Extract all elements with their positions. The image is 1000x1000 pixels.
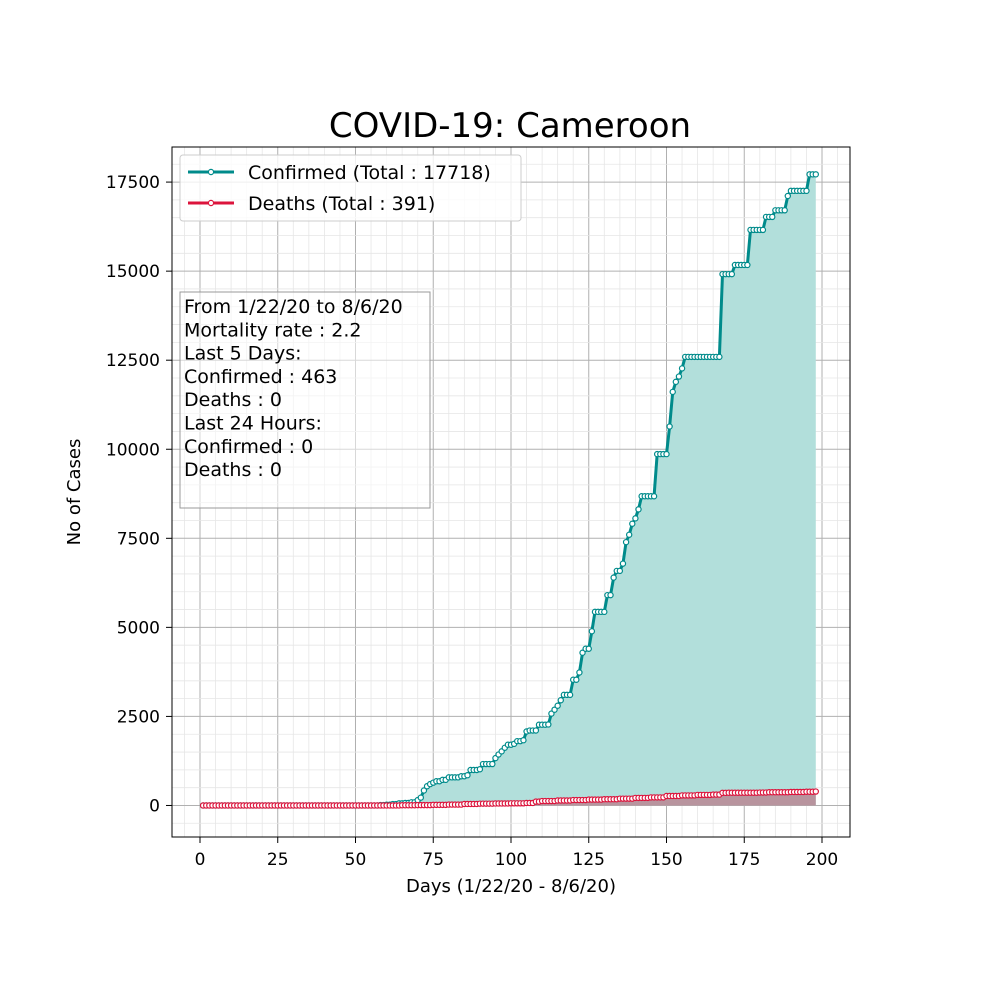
- x-tick-label: 75: [422, 850, 444, 870]
- confirmed-point: [566, 691, 574, 699]
- chart-title: COVID-19: Cameroon: [329, 106, 691, 146]
- legend-label-deaths: Deaths (Total : 391): [248, 193, 435, 215]
- confirmed-point: [728, 270, 736, 278]
- y-tick-label: 12500: [106, 351, 160, 371]
- confirmed-point: [420, 787, 428, 794]
- info-line: Deaths : 0: [184, 389, 282, 411]
- legend-marker-deaths: [207, 199, 215, 207]
- confirmed-point: [619, 560, 627, 567]
- x-axis-ticks: 0 25 50 75 100 125 150 175 200: [195, 837, 838, 870]
- y-axis-label: No of Cases: [64, 439, 85, 546]
- info-line: Last 5 Days:: [184, 343, 302, 365]
- confirmed-point: [625, 531, 633, 538]
- confirmed-point: [803, 187, 810, 195]
- y-axis-ticks: 0 2500 5000 7500 10000 12500 15000 17500: [106, 173, 172, 816]
- info-line: Confirmed : 0: [184, 436, 313, 458]
- x-tick-label: 175: [728, 850, 760, 870]
- confirmed-point: [744, 261, 751, 269]
- x-tick-label: 0: [195, 850, 206, 870]
- confirmed-point: [551, 706, 558, 713]
- x-tick-label: 100: [495, 850, 527, 870]
- confirmed-point: [622, 538, 630, 546]
- x-tick-label: 25: [267, 850, 289, 870]
- series-markers: [199, 171, 819, 809]
- confirmed-point: [812, 171, 819, 178]
- y-tick-label: 15000: [106, 262, 160, 282]
- x-tick-label: 125: [573, 850, 605, 870]
- x-tick-label: 150: [650, 850, 682, 870]
- confirmed-point: [781, 207, 788, 214]
- y-tick-label: 0: [149, 796, 160, 816]
- y-tick-label: 17500: [106, 173, 160, 193]
- deaths-area: [203, 791, 816, 806]
- confirmed-point: [585, 645, 592, 652]
- confirmed-point: [629, 520, 636, 527]
- confirmed-point: [601, 608, 608, 616]
- confirmed-point: [520, 737, 527, 744]
- info-line: Confirmed : 463: [184, 366, 337, 388]
- confirmed-point: [759, 226, 767, 234]
- confirmed-point: [476, 766, 484, 773]
- confirmed-point: [663, 450, 670, 458]
- y-tick-label: 7500: [117, 529, 160, 549]
- deaths-point: [812, 788, 819, 795]
- info-line: Deaths : 0: [184, 459, 282, 481]
- info-line: Last 24 Hours:: [184, 413, 322, 435]
- confirmed-point: [716, 353, 723, 361]
- info-line: From 1/22/20 to 8/6/20: [184, 296, 403, 318]
- x-tick-label: 200: [806, 850, 838, 870]
- confirmed-point: [632, 515, 639, 522]
- confirmed-point: [464, 772, 471, 779]
- confirmed-point: [616, 567, 624, 575]
- confirmed-point: [784, 192, 792, 200]
- confirmed-point: [579, 649, 586, 656]
- confirmed-point: [666, 423, 673, 430]
- legend-marker-confirmed: [207, 168, 215, 176]
- confirmed-point: [672, 378, 680, 386]
- confirmed-point: [650, 493, 658, 500]
- confirmed-point: [489, 760, 496, 768]
- y-tick-label: 5000: [117, 618, 160, 638]
- confirmed-area: [203, 174, 816, 806]
- y-tick-label: 2500: [117, 707, 160, 727]
- legend-label-confirmed: Confirmed (Total : 17718): [248, 162, 491, 184]
- y-tick-label: 10000: [106, 440, 160, 460]
- confirmed-point: [610, 574, 617, 581]
- confirmed-point: [678, 365, 686, 372]
- confirmed-point: [576, 669, 583, 676]
- area-fills: [203, 174, 816, 806]
- confirmed-point: [545, 721, 552, 728]
- confirmed-point: [675, 373, 683, 380]
- legend-box: [179, 154, 522, 222]
- info-box-frame: [179, 291, 431, 509]
- confirmed-point: [557, 697, 564, 704]
- confirmed-point: [573, 676, 580, 683]
- confirmed-point: [417, 794, 425, 801]
- confirmed-point: [607, 591, 614, 599]
- confirmed-point: [532, 727, 540, 734]
- confirmed-point: [554, 702, 561, 709]
- x-axis-label: Days (1/22/20 - 8/6/20): [406, 876, 616, 897]
- confirmed-point: [635, 506, 642, 513]
- x-tick-label: 50: [345, 850, 367, 870]
- confirmed-point: [769, 213, 776, 221]
- info-line: Mortality rate : 2.2: [184, 319, 362, 341]
- legend: Confirmed (Total : 17718) Deaths (Total :…: [179, 154, 522, 222]
- confirmed-point: [588, 628, 596, 635]
- confirmed-point: [669, 388, 676, 396]
